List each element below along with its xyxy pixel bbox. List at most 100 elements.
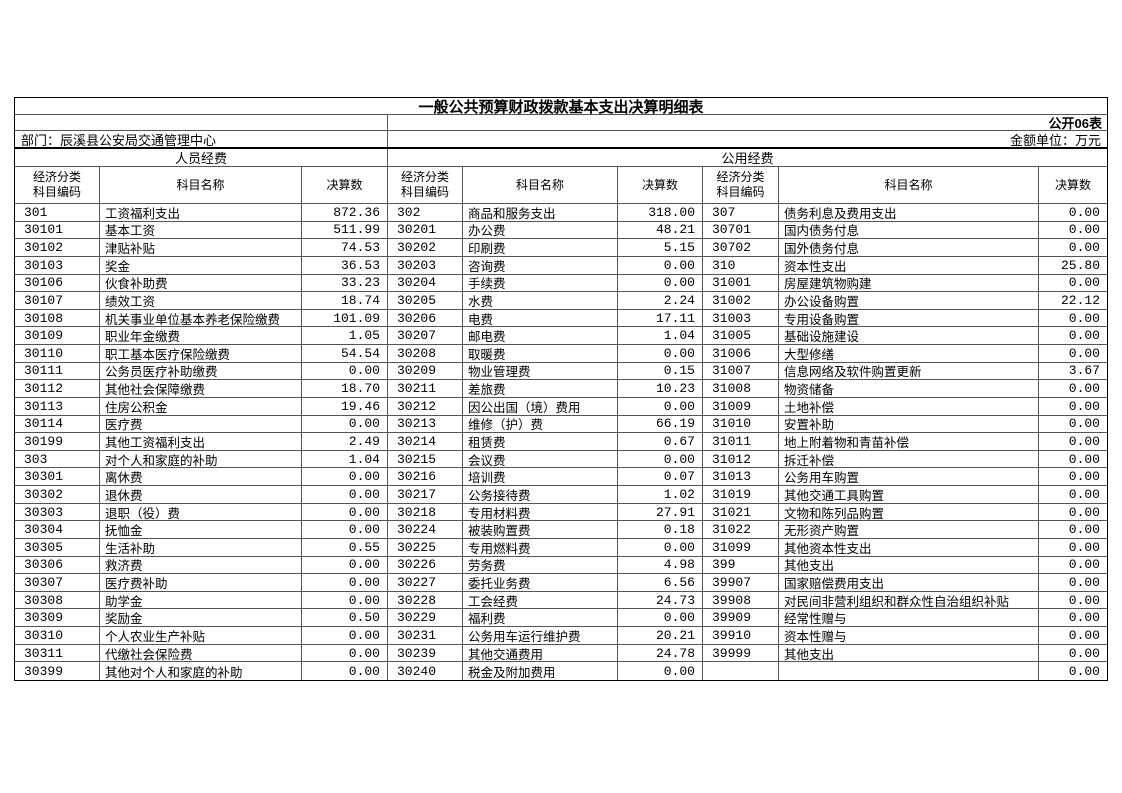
cell-code: 30239 <box>388 644 463 663</box>
cell-name: 专用材料费 <box>463 503 618 522</box>
cell-code: 31009 <box>703 397 779 416</box>
cell-code: 30218 <box>388 503 463 522</box>
cell-name: 地上附着物和青苗补偿 <box>779 433 1039 451</box>
table-title-text: 一般公共预算财政拨款基本支出决算明细表 <box>418 98 704 116</box>
cell-value: 0.00 <box>618 662 703 680</box>
cell-code: 30205 <box>388 292 463 310</box>
cell-name: 其他对个人和家庭的补助 <box>100 662 302 680</box>
cell-code: 31019 <box>703 486 779 504</box>
cell-value: 0.00 <box>302 486 388 504</box>
col-header-value-1: 决算数 <box>302 167 388 203</box>
cell-value: 0.00 <box>1039 327 1107 346</box>
column-header-row: 经济分类 科目编码 科目名称 决算数 经济分类 科目编码 科目名称 决算数 经济… <box>15 167 1107 204</box>
department-row: 部门：辰溪县公安局交通管理中心 金额单位：万元 <box>15 131 1107 149</box>
cell-code: 30308 <box>15 591 100 610</box>
cell-code: 30307 <box>15 574 100 592</box>
cell-code: 30231 <box>388 627 463 645</box>
cell-code: 39999 <box>703 644 779 663</box>
col-header-code-1: 经济分类 科目编码 <box>15 167 100 203</box>
cell-value: 0.00 <box>618 397 703 416</box>
cell-code: 30206 <box>388 309 463 328</box>
meta-row: 公开06表 <box>15 115 1107 131</box>
cell-name: 对民间非营利组织和群众性自治组织补贴 <box>779 591 1039 610</box>
cell-name: 绩效工资 <box>100 292 302 310</box>
cell-name: 公务接待费 <box>463 486 618 504</box>
cell-name: 取暖费 <box>463 345 618 363</box>
cell-value: 0.00 <box>1039 433 1107 451</box>
cell-value: 0.07 <box>618 468 703 487</box>
cell-name: 维修（护）费 <box>463 415 618 434</box>
cell-name: 国内债务付息 <box>779 221 1039 240</box>
cell-name: 差旅费 <box>463 380 618 398</box>
cell-code: 30702 <box>703 239 779 257</box>
cell-name: 代缴社会保险费 <box>100 644 302 663</box>
cell-name: 退休费 <box>100 486 302 504</box>
cell-value: 0.00 <box>1039 574 1107 592</box>
cell-value: 0.00 <box>618 609 703 628</box>
cell-code: 30224 <box>388 521 463 539</box>
cell-code: 30217 <box>388 486 463 504</box>
cell-code: 30101 <box>15 221 100 240</box>
code-header-line2: 科目编码 <box>32 185 81 199</box>
cell-value: 0.00 <box>1039 310 1107 328</box>
cell-name: 委托业务费 <box>463 574 618 592</box>
code-header-line2: 科目编码 <box>716 185 765 199</box>
cell-value: 0.00 <box>302 468 388 487</box>
cell-value: 0.00 <box>302 362 388 381</box>
cell-value: 18.70 <box>302 380 388 398</box>
cell-code: 31013 <box>703 468 779 487</box>
cell-name: 办公费 <box>463 221 618 240</box>
cell-code: 30107 <box>15 292 100 310</box>
cell-code: 303 <box>15 450 100 469</box>
cell-value: 0.18 <box>618 521 703 539</box>
cell-code: 30311 <box>15 644 100 663</box>
section-header-row: 人员经费 公用经费 <box>15 149 1107 167</box>
cell-value: 0.00 <box>1039 380 1107 398</box>
col-header-value-3: 决算数 <box>1054 177 1091 192</box>
table-code-label: 公开06表 <box>1048 116 1102 131</box>
cell-code: 39910 <box>703 627 779 645</box>
cell-value: 0.00 <box>1068 663 1100 679</box>
cell-value: 0.67 <box>618 433 703 451</box>
cell-name: 离休费 <box>100 468 302 487</box>
cell-value: 0.00 <box>1039 609 1107 628</box>
cell-name: 电费 <box>463 309 618 328</box>
cell-code: 30113 <box>15 397 100 416</box>
cell-value: 10.23 <box>618 380 703 398</box>
cell-code: 30309 <box>15 609 100 628</box>
cell-name: 会议费 <box>463 450 618 469</box>
cell-value: 36.53 <box>302 256 388 275</box>
cell-value: 511.99 <box>302 221 388 240</box>
col-header-value-2: 决算数 <box>618 167 703 203</box>
col-header-code-3: 经济分类 科目编码 <box>703 167 779 203</box>
cell-value: 0.00 <box>1039 239 1107 257</box>
cell-value: 0.00 <box>1039 468 1107 487</box>
cell-code: 30215 <box>388 450 463 469</box>
cell-name: 对个人和家庭的补助 <box>100 450 302 469</box>
cell-value: 0.00 <box>1039 398 1107 416</box>
cell-name: 文物和陈列品购置 <box>779 503 1039 522</box>
department-label: 部门：辰溪县公安局交通管理中心 <box>15 131 388 148</box>
cell-value: 0.00 <box>618 538 703 557</box>
cell-code: 30229 <box>388 609 463 628</box>
cell-name: 基础设施建设 <box>779 327 1039 346</box>
cell-value: 1.02 <box>618 486 703 504</box>
cell-name: 福利费 <box>463 609 618 628</box>
cell-name: 生活补助 <box>100 538 302 557</box>
cell-value: 19.46 <box>302 397 388 416</box>
cell-code: 39909 <box>703 609 779 628</box>
cell-code: 31012 <box>703 450 779 469</box>
cell-value: 0.00 <box>1039 416 1107 434</box>
cell-value: 101.09 <box>302 309 388 328</box>
cell-name: 抚恤金 <box>100 521 302 539</box>
cell-value: 5.15 <box>618 239 703 257</box>
cell-value: 27.91 <box>618 503 703 522</box>
cell-name: 住房公积金 <box>100 397 302 416</box>
cell-code <box>703 662 779 680</box>
cell-value: 0.00 <box>618 450 703 469</box>
cell-code: 30305 <box>15 538 100 557</box>
cell-name: 机关事业单位基本养老保险缴费 <box>100 309 302 328</box>
cell-value: 872.36 <box>302 204 388 222</box>
cell-name: 税金及附加费用 <box>463 662 618 680</box>
cell-name: 奖金 <box>100 256 302 275</box>
